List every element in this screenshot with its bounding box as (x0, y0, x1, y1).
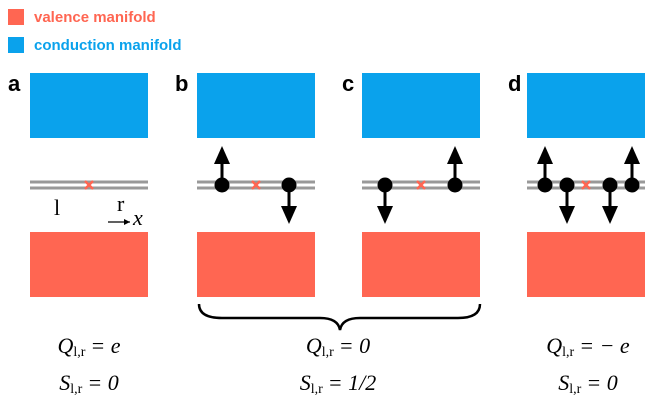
equation-rhs: = e (90, 333, 120, 358)
equation-rhs: = 1/2 (328, 370, 376, 395)
equation-rhs: = 0 (339, 333, 370, 358)
electron (560, 178, 575, 193)
legend-label: conduction manifold (34, 37, 182, 54)
equation-subscript: l,r (73, 345, 85, 360)
equation: Ql,r = − e (546, 333, 630, 360)
electron (378, 178, 393, 193)
equation-symbol: Q (306, 333, 322, 358)
legend-label: valence manifold (34, 9, 156, 26)
spin-head (537, 146, 553, 164)
panel-label: d (508, 71, 521, 96)
equations: Ql,r= eSl,r= 0Ql,r= 0Sl,r= 1/2Ql,r= − eS… (57, 333, 629, 397)
equation-subscript: l,r (562, 345, 574, 360)
equation-subscript: l,r (322, 345, 334, 360)
equation: Sl,r = 0 (59, 370, 118, 397)
site-label: l (54, 195, 60, 220)
panel-label: a (8, 71, 21, 96)
page: valence manifold conduction manifold a b… (0, 0, 645, 402)
equation-subscript: l,r (311, 382, 323, 397)
site-label: r (117, 191, 125, 216)
spin-head (377, 206, 393, 224)
equation: Sl,r = 1/2 (300, 370, 377, 397)
brace (199, 304, 480, 330)
spin-head (602, 206, 618, 224)
equation: Ql,r = 0 (306, 333, 370, 360)
electron (538, 178, 553, 193)
electron (625, 178, 640, 193)
figure: valence manifold conduction manifold a b… (0, 0, 645, 402)
electron (603, 178, 618, 193)
conduction-band (527, 73, 645, 138)
spin-head (559, 206, 575, 224)
valence-band (527, 232, 645, 297)
equation: Ql,r = e (57, 333, 120, 360)
panel-label: c (342, 71, 354, 96)
equation-rhs: = 0 (586, 370, 617, 395)
conduction-band (30, 73, 148, 138)
coordinate-label: x (132, 205, 143, 230)
panels (30, 73, 645, 297)
equation-rhs: = − e (579, 333, 630, 358)
conduction-band (362, 73, 480, 138)
equation-subscript: l,r (70, 382, 82, 397)
legend-swatch (8, 37, 24, 53)
spin-head (281, 206, 297, 224)
spin-head (624, 146, 640, 164)
equation-symbol: S (59, 370, 70, 395)
conduction-band (197, 73, 315, 138)
valence-band (197, 232, 315, 297)
axis-arrow-head (124, 219, 130, 225)
electron (215, 178, 230, 193)
equation-symbol: Q (57, 333, 73, 358)
equation-symbol: S (558, 370, 569, 395)
valence-band (30, 232, 148, 297)
electron (282, 178, 297, 193)
equation-symbol: S (300, 370, 311, 395)
equation-subscript: l,r (569, 382, 581, 397)
spin-head (214, 146, 230, 164)
equation: Sl,r = 0 (558, 370, 617, 397)
panel-label: b (175, 71, 188, 96)
valence-band (362, 232, 480, 297)
legend-swatch (8, 9, 24, 25)
equation-symbol: Q (546, 333, 562, 358)
spin-head (447, 146, 463, 164)
electron (448, 178, 463, 193)
equation-rhs: = 0 (87, 370, 118, 395)
